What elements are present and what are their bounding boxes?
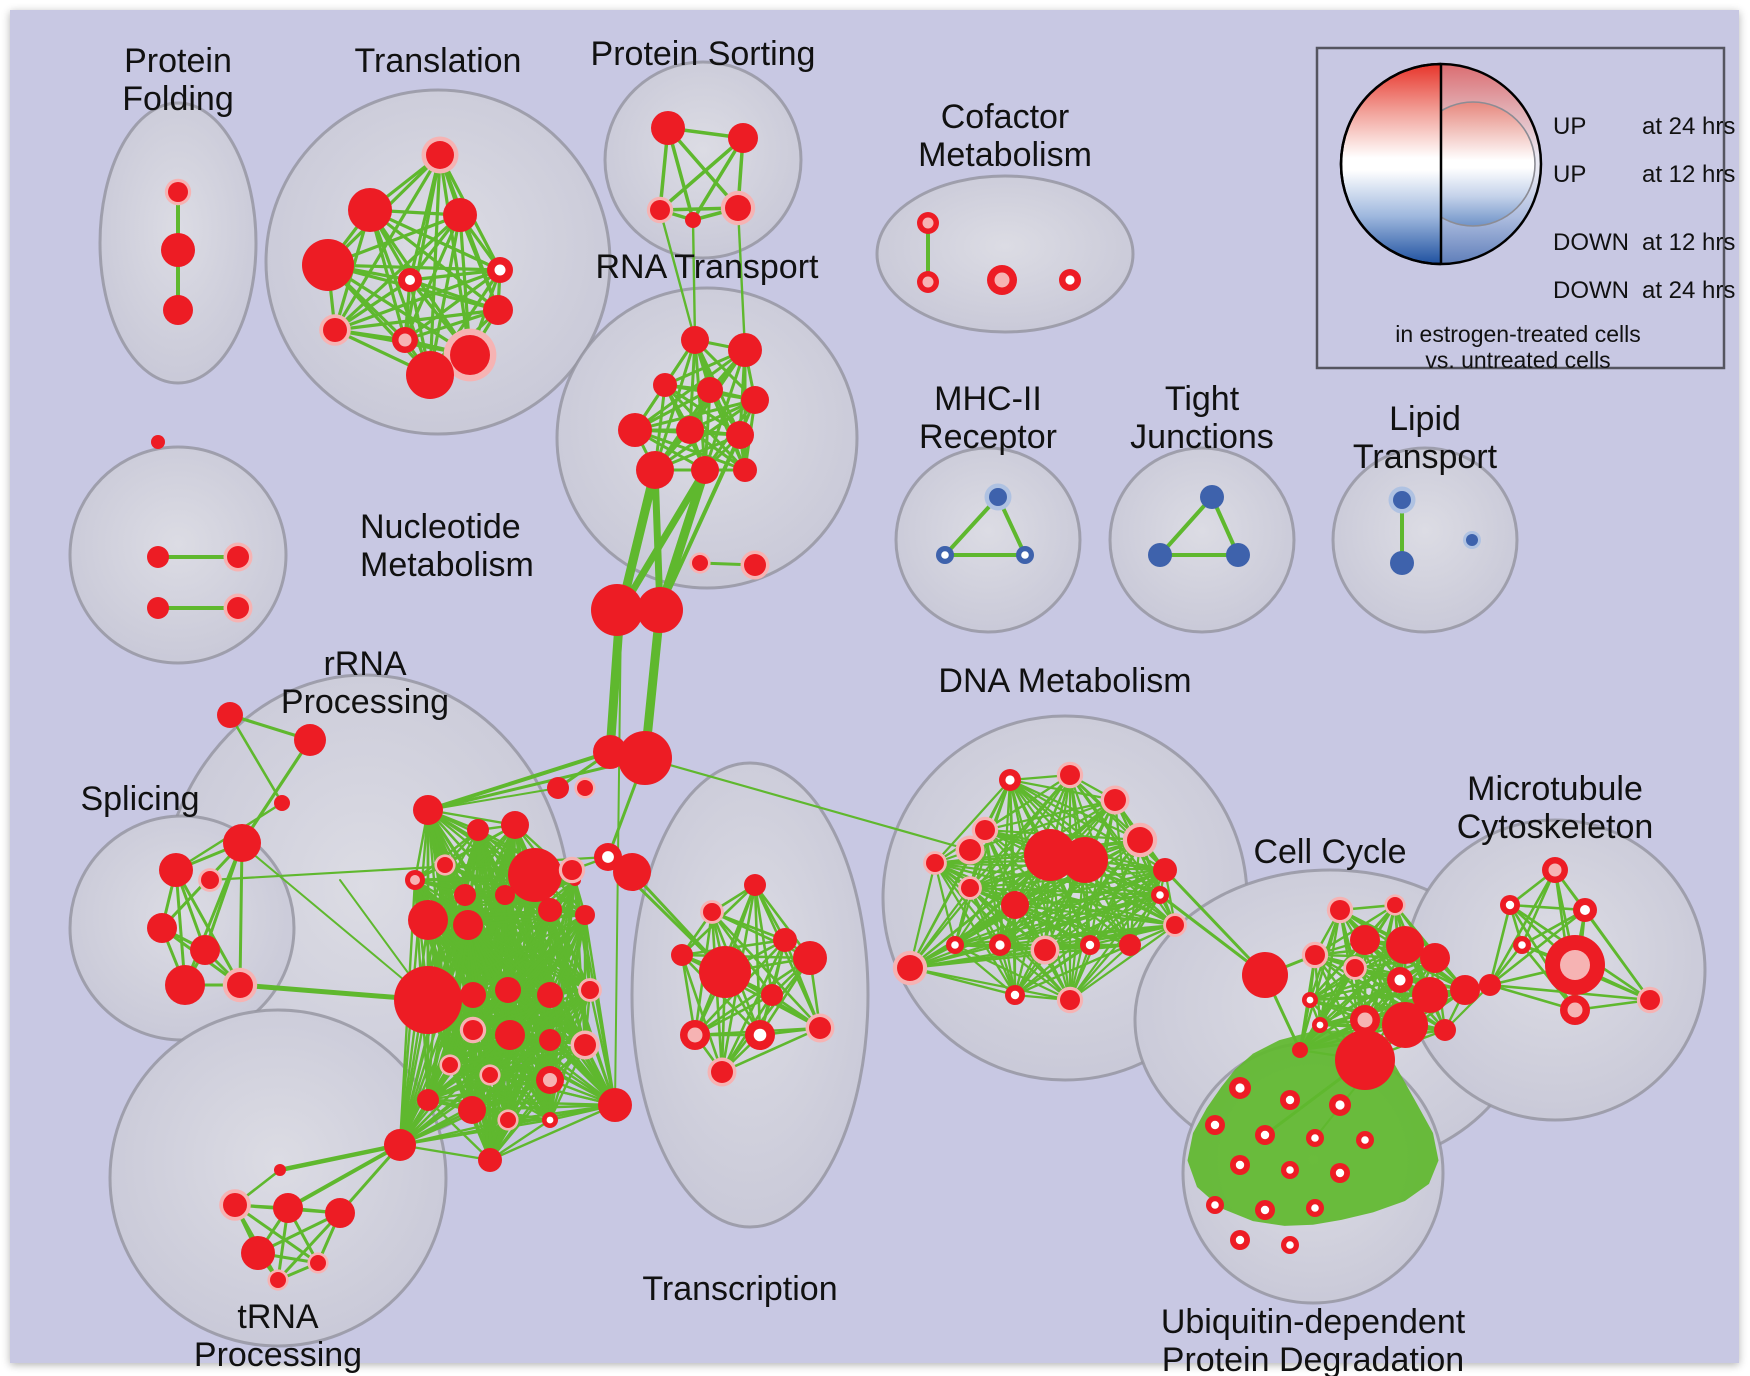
svg-text:RNA Transport: RNA Transport (596, 248, 820, 286)
svg-text:Splicing: Splicing (80, 780, 199, 818)
svg-text:Cell Cycle: Cell Cycle (1253, 833, 1406, 871)
svg-text:at 24 hrs: at 24 hrs (1642, 113, 1735, 140)
svg-text:at 24 hrs: at 24 hrs (1642, 277, 1735, 304)
svg-text:at 12 hrs: at 12 hrs (1642, 161, 1735, 188)
svg-text:UP: UP (1553, 161, 1586, 188)
svg-text:Protein Sorting: Protein Sorting (591, 35, 816, 73)
svg-text:DOWN: DOWN (1553, 229, 1629, 256)
svg-text:at 12 hrs: at 12 hrs (1642, 229, 1735, 256)
svg-text:DNA Metabolism: DNA Metabolism (938, 662, 1191, 700)
svg-text:UP: UP (1553, 113, 1586, 140)
svg-text:DOWN: DOWN (1553, 277, 1629, 304)
svg-text:Transcription: Transcription (642, 1270, 837, 1308)
svg-text:Translation: Translation (355, 42, 522, 80)
